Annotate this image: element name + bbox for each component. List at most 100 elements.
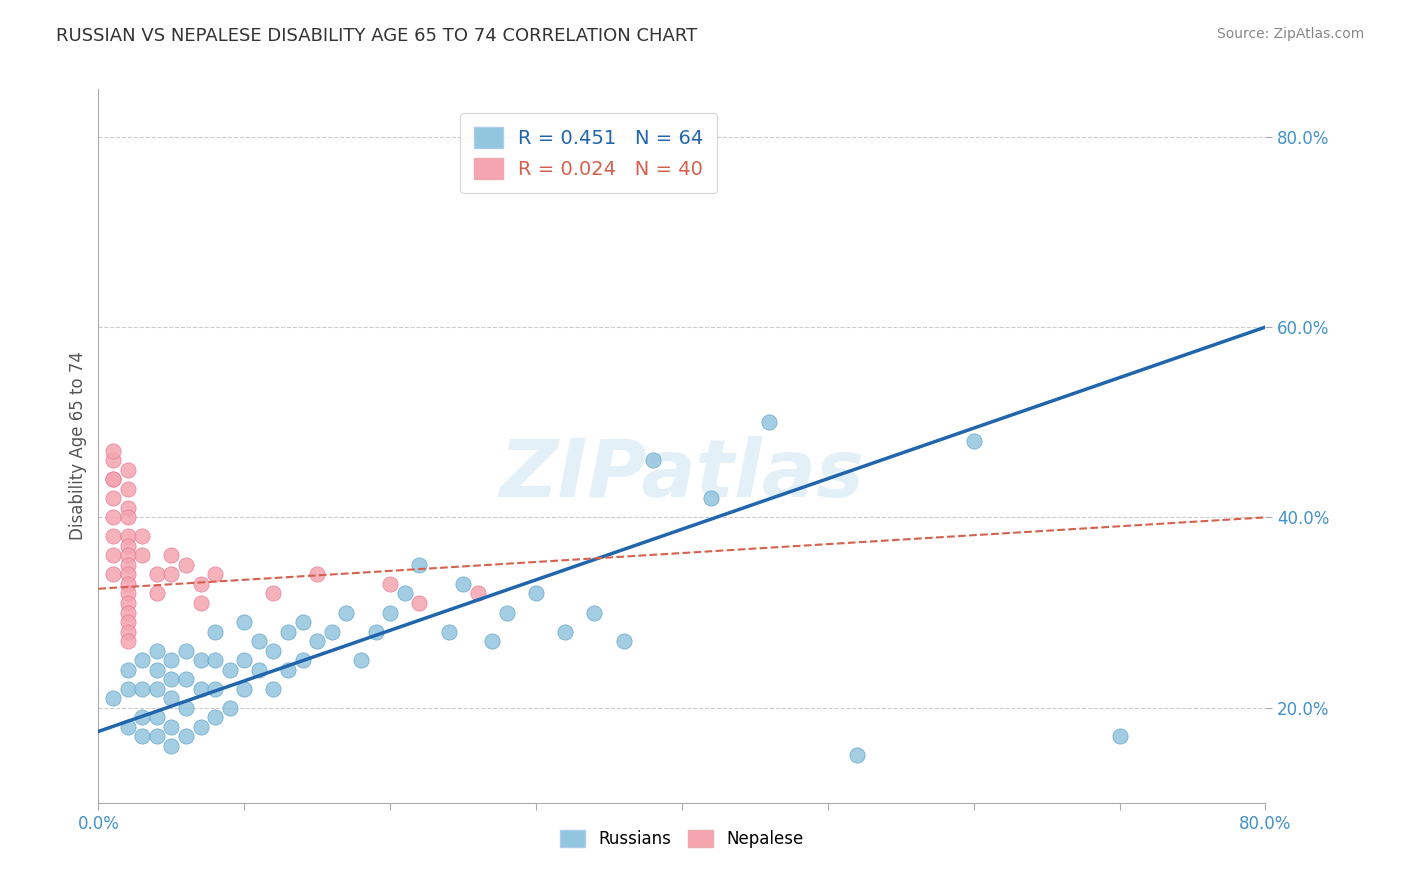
Point xyxy=(218,663,240,677)
Point xyxy=(1108,729,1130,743)
Point xyxy=(117,549,139,563)
Point xyxy=(117,529,139,543)
Point xyxy=(190,596,212,610)
Point xyxy=(117,663,139,677)
Point xyxy=(247,663,270,677)
Point xyxy=(277,663,299,677)
Point xyxy=(117,634,139,648)
Point xyxy=(467,586,489,600)
Point xyxy=(117,500,139,515)
Point xyxy=(101,491,124,506)
Text: RUSSIAN VS NEPALESE DISABILITY AGE 65 TO 74 CORRELATION CHART: RUSSIAN VS NEPALESE DISABILITY AGE 65 TO… xyxy=(56,27,697,45)
Point xyxy=(160,672,183,686)
Point xyxy=(174,700,197,714)
Point xyxy=(160,691,183,706)
Point xyxy=(262,643,284,657)
Point xyxy=(962,434,984,449)
Point xyxy=(350,653,373,667)
Point xyxy=(291,653,314,667)
Point xyxy=(233,681,256,696)
Point xyxy=(101,443,124,458)
Point xyxy=(641,453,664,467)
Point xyxy=(554,624,576,639)
Point xyxy=(160,567,183,582)
Point xyxy=(204,624,226,639)
Point xyxy=(131,710,153,724)
Point xyxy=(307,567,329,582)
Point xyxy=(117,681,139,696)
Point xyxy=(117,720,139,734)
Point xyxy=(146,663,169,677)
Point xyxy=(481,634,503,648)
Point xyxy=(233,615,256,629)
Point xyxy=(218,700,240,714)
Point xyxy=(117,539,139,553)
Point xyxy=(583,606,606,620)
Point xyxy=(160,720,183,734)
Point xyxy=(117,567,139,582)
Point xyxy=(394,586,416,600)
Point xyxy=(160,653,183,667)
Point xyxy=(204,653,226,667)
Point xyxy=(146,586,169,600)
Point xyxy=(101,510,124,524)
Point xyxy=(174,558,197,572)
Legend: Russians, Nepalese: Russians, Nepalese xyxy=(554,823,810,855)
Point xyxy=(146,729,169,743)
Point xyxy=(380,606,402,620)
Point xyxy=(524,586,547,600)
Point xyxy=(277,624,299,639)
Point xyxy=(160,739,183,753)
Point xyxy=(174,643,197,657)
Point xyxy=(291,615,314,629)
Point xyxy=(190,681,212,696)
Point xyxy=(204,710,226,724)
Point xyxy=(335,606,357,620)
Point xyxy=(321,624,343,639)
Point xyxy=(262,681,284,696)
Point xyxy=(262,586,284,600)
Point xyxy=(437,624,460,639)
Point xyxy=(380,577,402,591)
Point xyxy=(146,710,169,724)
Point xyxy=(408,596,430,610)
Point xyxy=(101,529,124,543)
Point xyxy=(117,596,139,610)
Point xyxy=(117,482,139,496)
Point xyxy=(101,549,124,563)
Point xyxy=(101,567,124,582)
Point xyxy=(117,558,139,572)
Point xyxy=(190,577,212,591)
Point xyxy=(307,634,329,648)
Point xyxy=(101,453,124,467)
Point xyxy=(117,463,139,477)
Point xyxy=(700,491,723,506)
Point xyxy=(204,681,226,696)
Point xyxy=(131,729,153,743)
Text: Source: ZipAtlas.com: Source: ZipAtlas.com xyxy=(1216,27,1364,41)
Point xyxy=(846,748,869,763)
Point xyxy=(364,624,387,639)
Point xyxy=(204,567,226,582)
Point xyxy=(451,577,474,591)
Point xyxy=(117,510,139,524)
Point xyxy=(408,558,430,572)
Point xyxy=(117,577,139,591)
Point xyxy=(101,472,124,486)
Point xyxy=(146,643,169,657)
Point xyxy=(496,606,519,620)
Point xyxy=(131,681,153,696)
Point xyxy=(131,549,153,563)
Point xyxy=(146,681,169,696)
Point xyxy=(131,653,153,667)
Point xyxy=(612,634,634,648)
Point xyxy=(233,653,256,667)
Point xyxy=(131,529,153,543)
Point xyxy=(758,415,780,429)
Point xyxy=(146,567,169,582)
Point xyxy=(117,586,139,600)
Point xyxy=(174,672,197,686)
Point xyxy=(117,624,139,639)
Y-axis label: Disability Age 65 to 74: Disability Age 65 to 74 xyxy=(69,351,87,541)
Point xyxy=(160,549,183,563)
